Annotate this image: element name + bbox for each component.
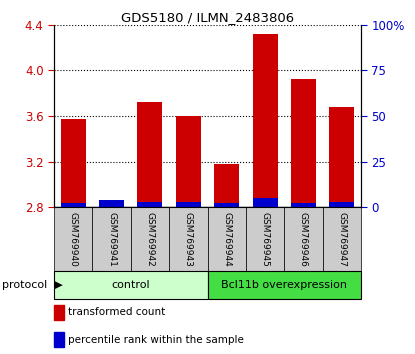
Text: GSM769944: GSM769944 (222, 212, 231, 266)
Bar (253, 198, 278, 207)
Bar (131, 207, 169, 271)
Bar (291, 204, 316, 207)
Bar (330, 202, 354, 207)
Bar (137, 202, 162, 207)
Bar (54, 332, 64, 347)
Bar (214, 204, 239, 207)
Bar (99, 204, 124, 207)
Bar (284, 207, 323, 271)
Text: GSM769942: GSM769942 (145, 212, 154, 266)
Bar (169, 207, 208, 271)
Bar (323, 207, 361, 271)
Text: GSM769946: GSM769946 (299, 211, 308, 267)
Text: GSM769940: GSM769940 (68, 211, 78, 267)
Bar (54, 207, 92, 271)
Bar (291, 79, 316, 207)
Text: transformed count: transformed count (68, 307, 166, 317)
Bar (61, 119, 85, 207)
Bar (54, 271, 208, 299)
Text: percentile rank within the sample: percentile rank within the sample (68, 335, 244, 345)
Bar (246, 207, 284, 271)
Title: GDS5180 / ILMN_2483806: GDS5180 / ILMN_2483806 (121, 11, 294, 24)
Bar (330, 107, 354, 207)
Bar (54, 304, 64, 320)
Bar (176, 116, 201, 207)
Bar (176, 202, 201, 207)
Bar (137, 102, 162, 207)
Bar (208, 271, 361, 299)
Text: protocol  ▶: protocol ▶ (2, 280, 63, 290)
Bar (253, 34, 278, 207)
Text: GSM769947: GSM769947 (337, 211, 347, 267)
Text: control: control (111, 280, 150, 290)
Text: GSM769941: GSM769941 (107, 211, 116, 267)
Text: GSM769945: GSM769945 (261, 211, 270, 267)
Bar (99, 200, 124, 207)
Bar (208, 207, 246, 271)
Text: Bcl11b overexpression: Bcl11b overexpression (221, 280, 347, 290)
Bar (93, 207, 131, 271)
Bar (214, 164, 239, 207)
Bar (61, 204, 85, 207)
Text: GSM769943: GSM769943 (184, 211, 193, 267)
